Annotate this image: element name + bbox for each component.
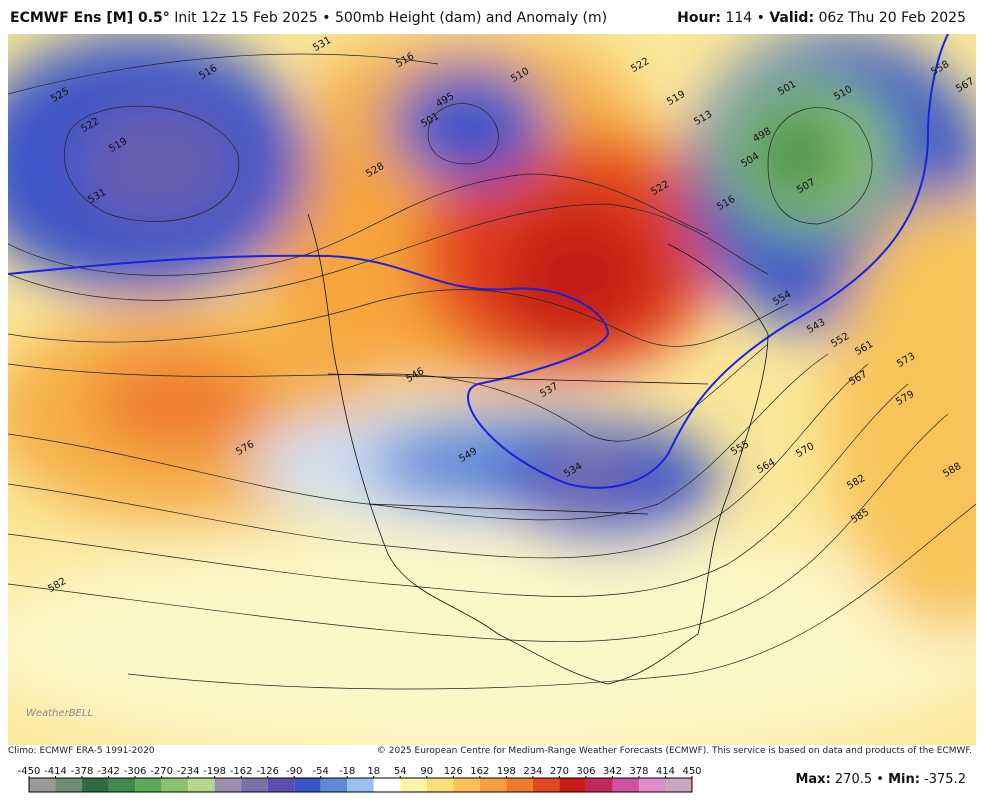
colorbar-swatch xyxy=(585,778,613,792)
colorbar-swatch xyxy=(532,778,560,792)
colorbar-swatch xyxy=(267,778,295,792)
header-right: Hour: 114 • Valid: 06z Thu 20 Feb 2025 xyxy=(677,10,966,26)
colorbar-tick-label: -90 xyxy=(286,766,302,777)
colorbar-swatch xyxy=(347,778,374,792)
colorbar-tick-label: -54 xyxy=(313,766,329,777)
colorbar-tick-label: 342 xyxy=(603,766,622,777)
colorbar-swatch xyxy=(161,778,189,792)
colorbar-swatch xyxy=(453,778,480,792)
extremes: Max: 270.5 • Min: -375.2 xyxy=(795,772,966,787)
colorbar-swatch xyxy=(188,778,215,792)
colorbar-tick-label: 450 xyxy=(682,766,701,777)
colorbar-tick-label: -342 xyxy=(97,766,120,777)
colorbar-tick-label: -126 xyxy=(256,766,279,777)
colorbar-swatch xyxy=(82,778,109,792)
run-info: Init 12z 15 Feb 2025 • 500mb Height (dam… xyxy=(174,10,608,26)
colorbar-tick-label: -450 xyxy=(18,766,41,777)
colorbar-tick-label: 126 xyxy=(444,766,463,777)
header-left: ECMWF Ens [M] 0.5° Init 12z 15 Feb 2025 … xyxy=(10,10,607,26)
colorbar-tick-label: -234 xyxy=(177,766,200,777)
max-label: Max: xyxy=(795,772,831,787)
colorbar-tick-label: -18 xyxy=(339,766,355,777)
separator: • xyxy=(756,10,765,26)
colorbar-tick-label: 414 xyxy=(656,766,675,777)
colorbar-tick-label: 270 xyxy=(550,766,569,777)
colorbar-tick-label: -306 xyxy=(124,766,147,777)
model-name: ECMWF Ens [M] 0.5° xyxy=(10,10,170,26)
colorbar-swatch xyxy=(612,778,639,792)
colorbar-tick-label: 90 xyxy=(420,766,433,777)
colorbar-swatch xyxy=(135,778,162,792)
min-value: -375.2 xyxy=(924,772,966,787)
colorbar-swatch xyxy=(665,778,692,792)
colorbar-tick-label: 162 xyxy=(470,766,489,777)
valid-time: 06z Thu 20 Feb 2025 xyxy=(818,10,967,26)
min-label: Min: xyxy=(888,772,920,787)
copyright: © 2025 European Centre for Medium-Range … xyxy=(376,746,972,756)
colorbar-swatch xyxy=(320,778,348,792)
colorbar-swatch xyxy=(108,778,136,792)
anomaly-shading xyxy=(8,34,976,745)
colorbar-swatch xyxy=(373,778,401,792)
colorbar-swatch xyxy=(559,778,586,792)
colorbar-tick-label: -270 xyxy=(150,766,173,777)
colorbar-tick-label: 54 xyxy=(394,766,407,777)
colorbar: -450 -414 -378 -342 -306 -270 -234 -198 -162 -126… xyxy=(18,766,702,793)
colorbar-swatch xyxy=(29,778,56,792)
colorbar-swatch xyxy=(294,778,321,792)
colorbar-tick-label: 378 xyxy=(629,766,648,777)
height-contours xyxy=(8,53,976,690)
coastlines xyxy=(307,213,769,685)
colorbar-tick-label: 234 xyxy=(523,766,542,777)
colorbar-tick-label: -378 xyxy=(71,766,94,777)
colorbar-tick-label: 306 xyxy=(576,766,595,777)
map: WeatherBELL 5315165255225195315164955015… xyxy=(8,34,976,745)
colorbar-tick-label: -198 xyxy=(203,766,226,777)
logo: WeatherBELL xyxy=(26,708,93,719)
colorbar-swatch xyxy=(55,778,83,792)
colorbar-swatch xyxy=(506,778,533,792)
colorbar-frame xyxy=(28,777,693,793)
colorbar-swatch xyxy=(638,778,666,792)
hour-label: Hour: xyxy=(677,10,721,26)
colorbar-tick-label: -162 xyxy=(230,766,253,777)
hour: 114 xyxy=(725,10,753,26)
colorbar-swatch xyxy=(241,778,268,792)
separator: • xyxy=(876,772,884,787)
colorbar-swatch xyxy=(214,778,242,792)
colorbar-swatch xyxy=(479,778,507,792)
colorbar-tick-label: -414 xyxy=(44,766,67,777)
reference-contour xyxy=(8,34,949,489)
climo-note: Climo: ECMWF ERA-5 1991-2020 xyxy=(8,746,155,756)
valid-label: Valid: xyxy=(769,10,815,26)
colorbar-tick-label: 18 xyxy=(367,766,380,777)
max-value: 270.5 xyxy=(834,772,873,787)
colorbar-swatch xyxy=(400,778,427,792)
colorbar-tick-label: 198 xyxy=(497,766,516,777)
colorbar-swatch xyxy=(426,778,454,792)
